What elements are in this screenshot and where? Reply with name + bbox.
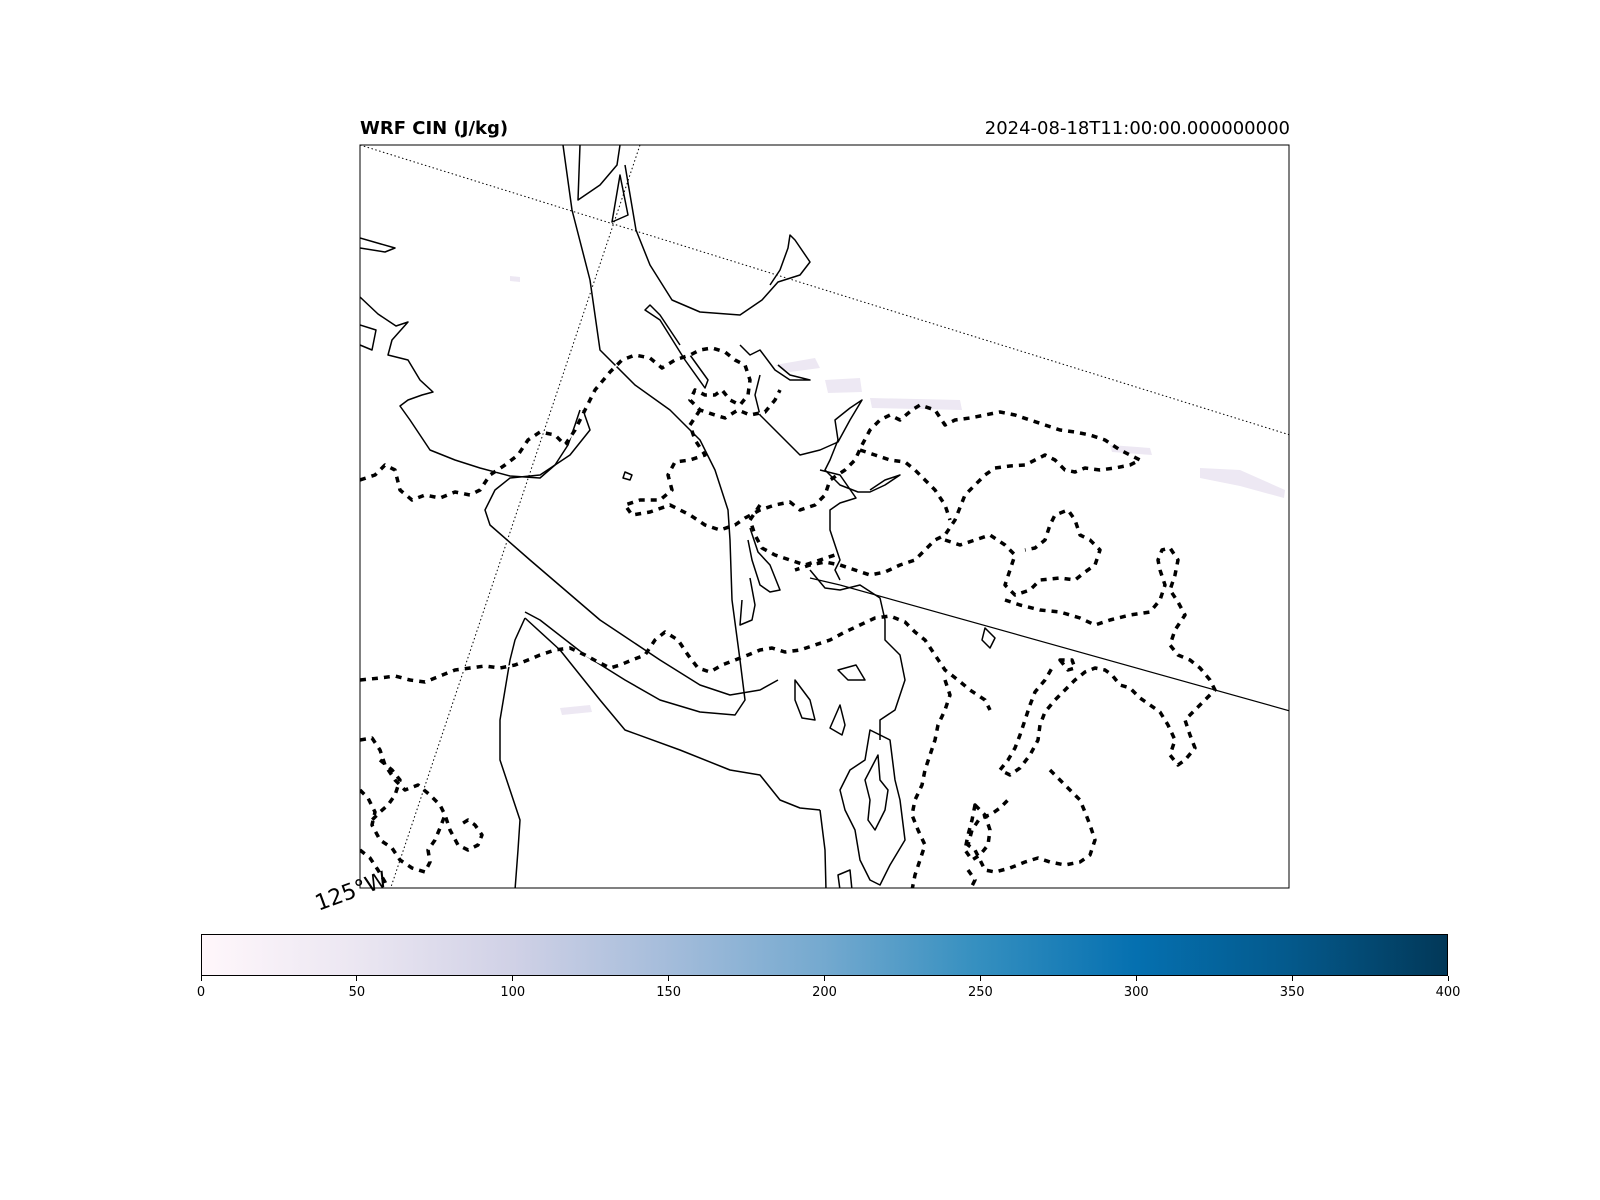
colorbar-tick — [200, 976, 202, 981]
valid-time: 2024-08-18T11:00:00.000000000 — [984, 118, 1290, 139]
colorbar — [201, 934, 1448, 976]
border-line — [809, 577, 1289, 712]
colorbar-tick-label: 400 — [1435, 985, 1461, 1000]
gridlines — [360, 145, 1289, 888]
colorbar-tick-label: 250 — [967, 985, 993, 1000]
cin-shading — [510, 276, 1285, 715]
admin-boundaries — [360, 346, 1217, 888]
colorbar-tick — [1447, 976, 1449, 981]
colorbar-tick — [668, 976, 670, 981]
colorbar-tick-label: 100 — [500, 985, 526, 1000]
coastline — [360, 145, 996, 888]
colorbar-tick-label: 200 — [812, 985, 837, 1000]
colorbar-tick-label: 0 — [196, 985, 206, 1000]
colorbar-tick — [824, 976, 825, 981]
colorbar-tick-label: 300 — [1123, 985, 1149, 1000]
colorbar-tick-label: 350 — [1279, 985, 1305, 1000]
colorbar-tick-label: 50 — [348, 985, 366, 1000]
colorbar-tick — [512, 976, 514, 981]
colorbar-tick — [356, 976, 358, 981]
map-title: WRF CIN (J/kg) — [360, 118, 509, 139]
colorbar-tick — [1135, 976, 1137, 981]
colorbar-tick — [1291, 976, 1293, 981]
colorbar-tick-label: 150 — [656, 985, 682, 1000]
map-frame — [359, 144, 1290, 889]
colorbar-ticks: 0 50 100 150 200 250 300 350 400 — [197, 976, 1460, 1006]
colorbar-tick — [979, 976, 981, 981]
